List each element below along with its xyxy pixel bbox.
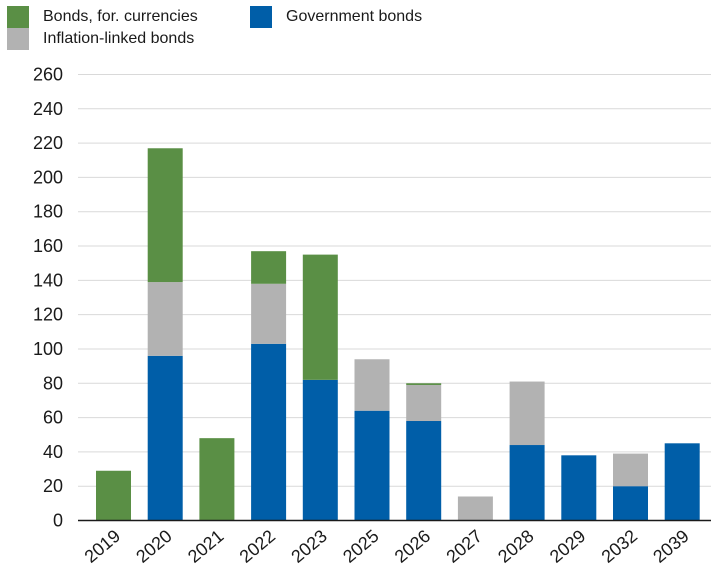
bar-2039-government-bonds bbox=[664, 443, 700, 521]
bar-2020-government-bonds bbox=[147, 355, 183, 521]
y-tick-label-160: 160 bbox=[33, 236, 63, 256]
x-tick-label-2021: 2021 bbox=[184, 526, 228, 567]
bar-2023-government-bonds bbox=[302, 379, 338, 521]
bar-2025-inflation-linked-bonds bbox=[354, 359, 390, 411]
x-tick-label-2023: 2023 bbox=[287, 526, 331, 567]
y-tick-label-260: 260 bbox=[33, 65, 63, 85]
x-tick-label-2032: 2032 bbox=[598, 526, 642, 567]
bar-2028-inflation-linked-bonds bbox=[509, 381, 545, 446]
bar-2022-government-bonds bbox=[251, 343, 287, 521]
x-tick-label-2020: 2020 bbox=[132, 526, 176, 567]
y-tick-label-100: 100 bbox=[33, 339, 63, 359]
bar-2022-inflation-linked-bonds bbox=[251, 283, 287, 344]
x-tick-label-2039: 2039 bbox=[649, 526, 693, 567]
x-tick-label-2026: 2026 bbox=[391, 526, 435, 567]
bar-2028-government-bonds bbox=[509, 445, 545, 521]
bar-2032-government-bonds bbox=[613, 486, 648, 521]
y-tick-label-180: 180 bbox=[33, 202, 63, 222]
x-tick-label-2022: 2022 bbox=[236, 526, 280, 567]
bar-2026-inflation-linked-bonds bbox=[406, 384, 442, 422]
bar-2022-bonds-for-currencies bbox=[251, 251, 287, 284]
x-tick-label-2025: 2025 bbox=[339, 526, 383, 567]
y-tick-label-120: 120 bbox=[33, 305, 63, 325]
y-tick-label-40: 40 bbox=[43, 442, 63, 462]
legend-swatch-inflation-linked-bonds bbox=[7, 28, 29, 50]
x-tick-label-2029: 2029 bbox=[546, 526, 590, 567]
legend-label-government-bonds: Government bonds bbox=[286, 8, 423, 25]
x-tick-label-2028: 2028 bbox=[494, 526, 538, 567]
legend-item-foreign-bonds: Bonds, for. currencies bbox=[7, 6, 198, 28]
y-tick-label-60: 60 bbox=[43, 408, 63, 428]
y-tick-label-80: 80 bbox=[43, 373, 63, 393]
bar-2026-bonds-for-currencies bbox=[406, 383, 442, 385]
legend-swatch-foreign-bonds bbox=[7, 6, 29, 28]
bar-2032-inflation-linked-bonds bbox=[613, 453, 648, 487]
y-tick-label-200: 200 bbox=[33, 167, 63, 187]
x-tick-label-2027: 2027 bbox=[442, 526, 486, 567]
bar-2021-bonds-for-currencies bbox=[199, 438, 235, 521]
legend-item-inflation-linked-bonds: Inflation-linked bonds bbox=[7, 28, 194, 50]
bar-2020-bonds-for-currencies bbox=[147, 148, 183, 283]
y-tick-label-140: 140 bbox=[33, 270, 63, 290]
bar-2029-government-bonds bbox=[561, 455, 597, 521]
bar-2019-bonds-for-currencies bbox=[96, 470, 131, 521]
bar-2026-government-bonds bbox=[406, 421, 442, 521]
x-tick-label-2019: 2019 bbox=[81, 526, 125, 567]
bar-2027-inflation-linked-bonds bbox=[457, 496, 493, 521]
legend-label-foreign-bonds: Bonds, for. currencies bbox=[43, 8, 198, 25]
y-tick-label-220: 220 bbox=[33, 133, 63, 153]
y-tick-label-0: 0 bbox=[53, 511, 63, 531]
y-tick-label-20: 20 bbox=[43, 476, 63, 496]
legend-label-inflation-linked-bonds: Inflation-linked bonds bbox=[43, 30, 195, 47]
bar-2023-bonds-for-currencies bbox=[302, 254, 338, 380]
legend-swatch-government-bonds bbox=[250, 6, 272, 28]
y-tick-label-240: 240 bbox=[33, 99, 63, 119]
bar-2020-inflation-linked-bonds bbox=[147, 282, 183, 356]
bar-2025-government-bonds bbox=[354, 410, 390, 521]
legend-item-government-bonds: Government bonds bbox=[250, 6, 422, 28]
